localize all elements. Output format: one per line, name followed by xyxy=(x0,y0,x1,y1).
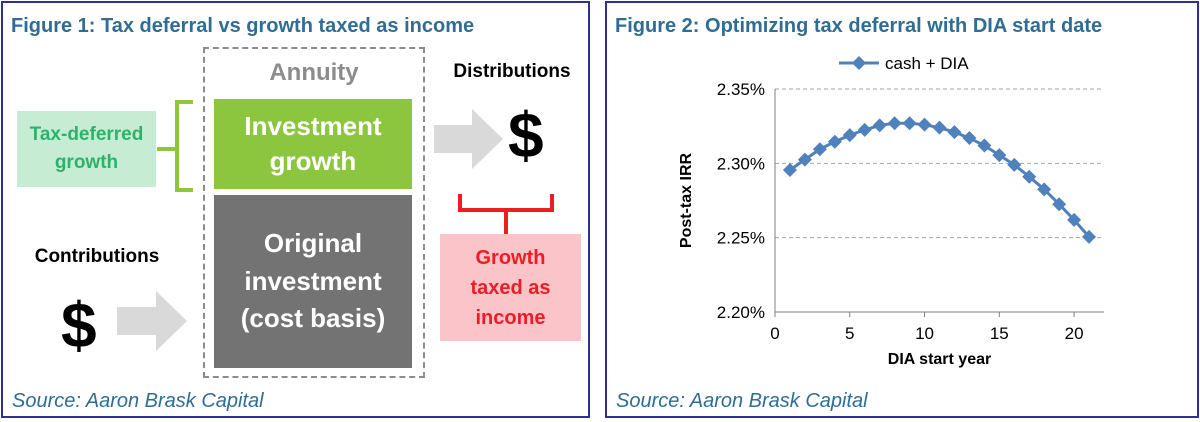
x-axis-label: DIA start year xyxy=(888,351,991,368)
distributions-label: Distributions xyxy=(453,61,571,82)
data-point xyxy=(812,142,827,157)
original-investment-box: Original investment (cost basis) xyxy=(214,195,412,368)
growth-taxed-line3: income xyxy=(475,306,546,329)
contributions-dollar-icon: $ xyxy=(61,289,97,361)
data-point xyxy=(782,163,797,178)
bottom-brace-icon xyxy=(458,194,554,234)
data-point xyxy=(827,134,842,149)
right-arrow-icon xyxy=(434,109,503,169)
figure1-source: Source: Aaron Brask Capital xyxy=(12,390,264,412)
data-point xyxy=(932,120,947,135)
x-tick-label: 20 xyxy=(1065,324,1084,343)
growth-taxed-as-income-box: Growth taxed as income xyxy=(440,234,581,341)
figure1-connectors xyxy=(117,100,554,351)
data-point xyxy=(1007,157,1022,172)
investment-growth-line2: growth xyxy=(269,146,357,176)
right-arrow-icon xyxy=(117,291,187,351)
tax-deferred-line2: growth xyxy=(54,152,119,173)
figure1-title: Figure 1: Tax deferral vs growth taxed a… xyxy=(11,15,475,37)
x-tick-label: 0 xyxy=(770,324,779,343)
figure1-panel: Figure 1: Tax deferral vs growth taxed a… xyxy=(1,1,590,418)
investment-growth-line1: Investment xyxy=(244,110,382,141)
x-tick-label: 5 xyxy=(845,324,854,343)
investment-growth-box: Investment growth xyxy=(214,99,412,189)
tax-deferred-growth-box: Tax-deferred growth xyxy=(17,111,156,187)
figure2-panel: Figure 2: Optimizing tax deferral with D… xyxy=(605,1,1199,418)
original-investment-line2: investment xyxy=(244,265,382,296)
legend-marker xyxy=(852,56,866,70)
data-point xyxy=(1037,182,1052,197)
figure2-title: Figure 2: Optimizing tax deferral with D… xyxy=(615,15,1103,37)
y-tick-label: 2.35% xyxy=(717,80,765,99)
original-investment-line3: (cost basis) xyxy=(240,303,386,334)
data-point xyxy=(872,118,887,133)
original-investment-line1: Original xyxy=(263,227,363,258)
legend-label: cash + DIA xyxy=(885,54,969,73)
y-axis-label: Post-tax IRR xyxy=(678,152,695,248)
data-point xyxy=(917,117,932,132)
tax-deferred-line1: Tax-deferred xyxy=(29,123,144,145)
data-point xyxy=(992,148,1007,163)
data-point xyxy=(1052,197,1067,212)
line-chart: 2.20% 2.25% 2.30% 2.35% 0 5 10 15 20 DIA start ye… xyxy=(678,54,1104,368)
data-point xyxy=(1082,229,1097,244)
data-point xyxy=(947,125,962,140)
left-brace-icon xyxy=(157,100,193,192)
distributions-dollar-icon: $ xyxy=(508,99,544,171)
annuity-dashed-box xyxy=(203,47,425,378)
data-point xyxy=(1067,212,1082,227)
annuity-label: Annuity xyxy=(269,59,359,86)
data-point xyxy=(1022,169,1037,184)
contributions-label: Contributions xyxy=(34,246,160,267)
data-point xyxy=(902,116,917,131)
x-tick-label: 10 xyxy=(915,324,934,343)
data-point xyxy=(842,128,857,143)
growth-taxed-line2: taxed as xyxy=(470,276,551,299)
y-tick-label: 2.30% xyxy=(717,154,765,173)
y-tick-label: 2.25% xyxy=(717,229,765,248)
figure2-source: Source: Aaron Brask Capital xyxy=(616,390,868,412)
data-point xyxy=(887,116,902,131)
data-point xyxy=(962,131,977,146)
data-point xyxy=(797,152,812,167)
data-point xyxy=(857,122,872,137)
x-tick-label: 15 xyxy=(990,324,1009,343)
growth-taxed-line1: Growth xyxy=(475,246,546,269)
data-point xyxy=(977,138,992,153)
y-tick-label: 2.20% xyxy=(717,303,765,322)
